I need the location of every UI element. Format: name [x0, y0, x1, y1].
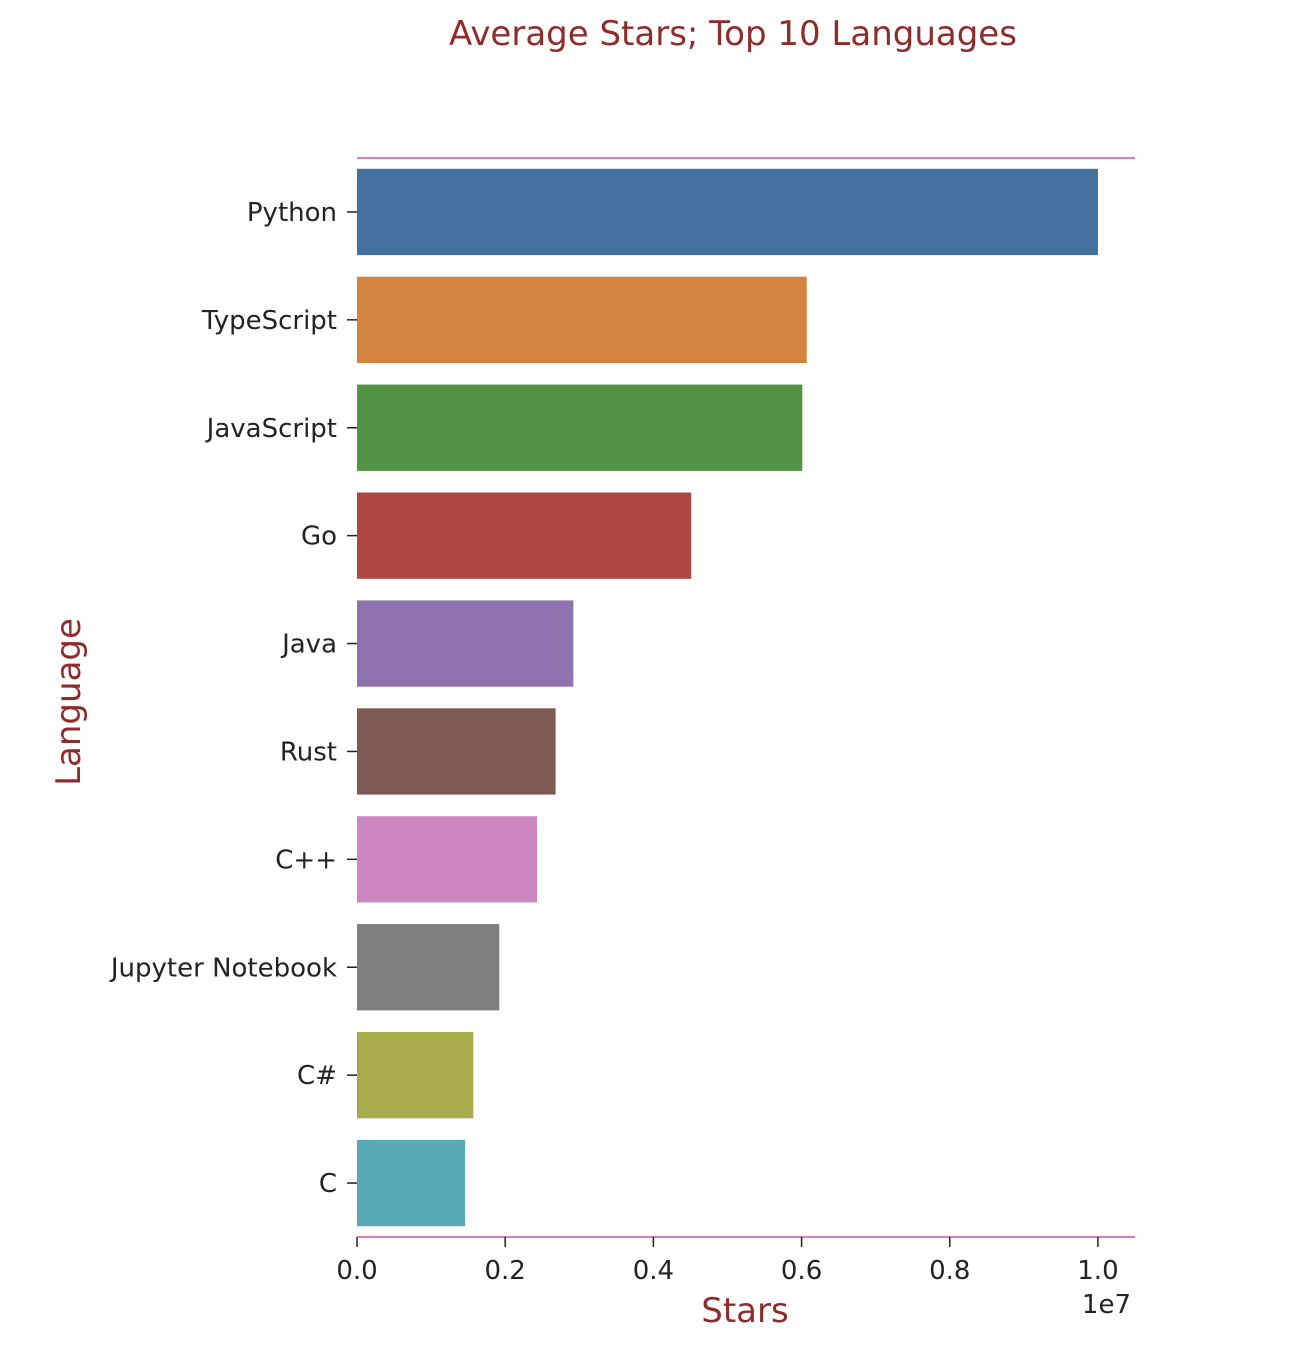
- y-tick-label: JavaScript: [205, 414, 337, 444]
- y-tick-label: Java: [280, 630, 337, 660]
- x-axis-label: Stars: [701, 1291, 788, 1331]
- bar-java: [357, 600, 574, 687]
- bar-c-: [357, 1031, 474, 1119]
- y-tick-label: Jupyter Notebook: [109, 953, 337, 983]
- y-tick-label: Go: [301, 522, 337, 552]
- x-tick-label: 0.4: [633, 1256, 674, 1286]
- bar-rust: [357, 708, 556, 795]
- y-tick-label: C#: [297, 1061, 337, 1091]
- y-tick-label: TypeScript: [201, 306, 337, 336]
- y-tick-label: C++: [275, 845, 337, 875]
- y-axis-label: Language: [49, 618, 89, 786]
- x-tick-label: 0.2: [485, 1256, 526, 1286]
- x-ticks-group: 0.0 0.2 0.4 0.6 0.8 1.0: [336, 1237, 1119, 1286]
- bar-c: [357, 1139, 466, 1227]
- y-ticks-group: Python TypeScript JavaScript Go Java Rust C++ J…: [109, 198, 357, 1199]
- bar-jupyter-notebook: [357, 924, 500, 1011]
- bar-python: [357, 168, 1098, 256]
- y-tick-label: Rust: [280, 737, 337, 767]
- y-tick-label: C: [319, 1169, 337, 1199]
- x-tick-label: 0.8: [929, 1256, 970, 1286]
- chart-title: Average Stars; Top 10 Languages: [449, 14, 1017, 54]
- x-offset-label: 1e7: [1082, 1290, 1131, 1320]
- bars-group: [357, 168, 1098, 1227]
- bar-go: [357, 492, 692, 579]
- y-tick-label: Python: [247, 198, 337, 228]
- bar-typescript: [357, 276, 807, 364]
- bar-c-: [357, 816, 538, 903]
- x-tick-label: 0.6: [781, 1256, 822, 1286]
- x-tick-label: 1.0: [1077, 1256, 1118, 1286]
- x-tick-label: 0.0: [336, 1256, 377, 1286]
- bar-javascript: [357, 384, 803, 471]
